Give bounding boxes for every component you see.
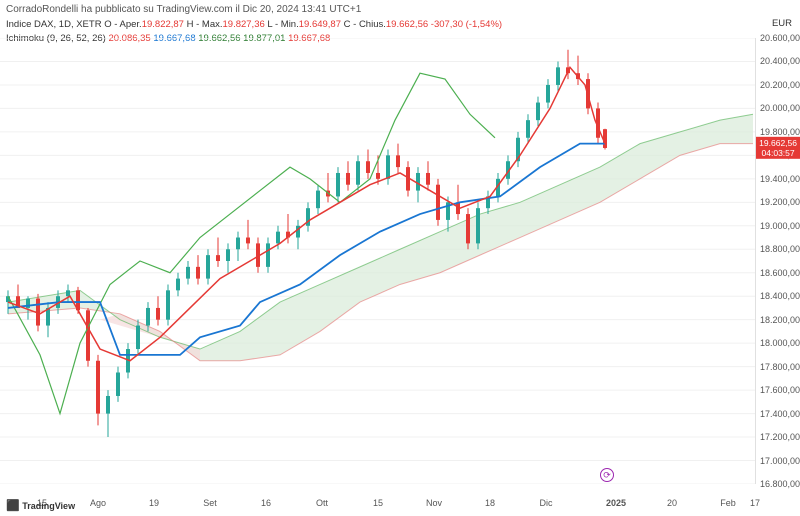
y-tick: 18.200,00 bbox=[760, 315, 800, 325]
x-tick: Dic bbox=[540, 498, 553, 508]
x-tick: 19 bbox=[149, 498, 159, 508]
x-tick: 15 bbox=[373, 498, 383, 508]
replay-icon[interactable]: ⟳ bbox=[600, 468, 614, 482]
y-tick: 20.400,00 bbox=[760, 56, 800, 66]
y-tick: 19.000,00 bbox=[760, 221, 800, 231]
x-tick: Nov bbox=[426, 498, 442, 508]
symbol-label: Indice DAX, 1D, XETR bbox=[6, 19, 102, 30]
y-tick: 16.800,00 bbox=[760, 479, 800, 489]
y-tick: 19.800,00 bbox=[760, 127, 800, 137]
price-chart[interactable] bbox=[0, 38, 755, 484]
y-tick: 18.800,00 bbox=[760, 244, 800, 254]
y-tick: 17.000,00 bbox=[760, 456, 800, 466]
price-tag-value: 19.662,56 bbox=[759, 138, 797, 148]
price-tag: 19.662,5604:03:57 bbox=[756, 137, 800, 159]
y-tick: 17.800,00 bbox=[760, 362, 800, 372]
currency-label: EUR bbox=[772, 18, 792, 29]
x-tick: 20 bbox=[667, 498, 677, 508]
y-tick: 17.600,00 bbox=[760, 385, 800, 395]
y-tick: 18.400,00 bbox=[760, 291, 800, 301]
y-tick: 17.200,00 bbox=[760, 432, 800, 442]
x-tick: 2025 bbox=[606, 498, 626, 508]
y-axis: 16.800,0017.000,0017.200,0017.400,0017.6… bbox=[755, 38, 800, 484]
y-tick: 18.600,00 bbox=[760, 268, 800, 278]
y-tick: 18.000,00 bbox=[760, 338, 800, 348]
y-tick: 20.200,00 bbox=[760, 80, 800, 90]
x-tick: 16 bbox=[261, 498, 271, 508]
x-tick: Feb bbox=[720, 498, 736, 508]
y-tick: 20.000,00 bbox=[760, 103, 800, 113]
x-tick: Set bbox=[203, 498, 217, 508]
y-tick: 19.200,00 bbox=[760, 197, 800, 207]
publish-header: CorradoRondelli ha pubblicato su Trading… bbox=[6, 4, 361, 15]
x-tick: Ott bbox=[316, 498, 328, 508]
y-tick: 19.400,00 bbox=[760, 174, 800, 184]
y-tick: 20.600,00 bbox=[760, 33, 800, 43]
x-tick: Ago bbox=[90, 498, 106, 508]
x-tick: 17 bbox=[750, 498, 760, 508]
price-tag-time: 04:03:57 bbox=[759, 148, 797, 158]
tradingview-watermark: ⬛ TradingView bbox=[6, 499, 75, 512]
y-tick: 17.400,00 bbox=[760, 409, 800, 419]
x-tick: 18 bbox=[485, 498, 495, 508]
